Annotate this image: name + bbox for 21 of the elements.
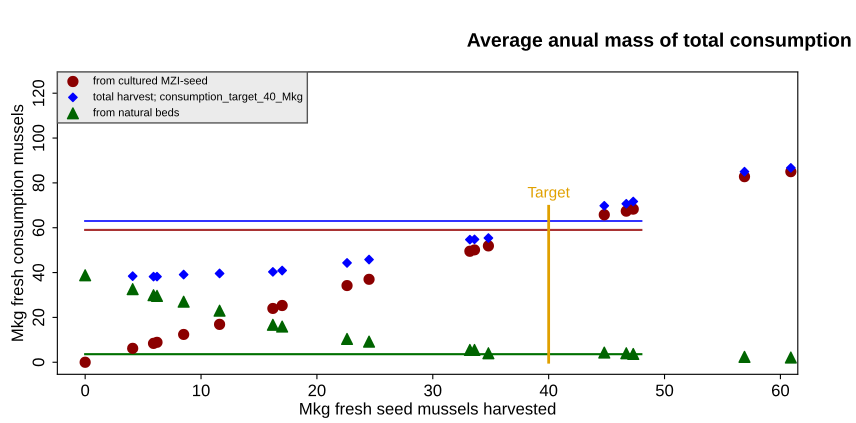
x-tick-label: 0 [81, 384, 90, 396]
x-axis-title: Mkg fresh seed mussels harvested [300, 402, 556, 418]
y-tick-label: 60 [32, 219, 44, 236]
y-tick-label: 0 [32, 358, 44, 366]
x-tick-label: 50 [656, 384, 674, 396]
y-tick-label: 80 [32, 174, 44, 192]
annotation: Target [528, 186, 570, 201]
x-tick-label: 10 [193, 384, 210, 396]
x-tick-label: 20 [308, 384, 326, 396]
x-tick-label: 40 [540, 384, 558, 396]
y-axis-title: Mkg fresh consumption mussels [11, 104, 27, 341]
x-tick-label: 60 [772, 384, 790, 396]
y-tick-label: 100 [32, 124, 44, 151]
chart-title: Average anual mass of total consumption [467, 32, 851, 51]
legend-label: from cultured MZI-seed [93, 76, 208, 85]
legend-label: from natural beds [93, 108, 179, 116]
y-tick-label: 120 [32, 80, 44, 106]
legend-label: total harvest; consumption_target_40_Mkg [93, 92, 302, 103]
y-tick-label: 20 [32, 308, 44, 326]
y-tick-label: 40 [32, 264, 44, 282]
x-tick-label: 30 [424, 384, 442, 396]
